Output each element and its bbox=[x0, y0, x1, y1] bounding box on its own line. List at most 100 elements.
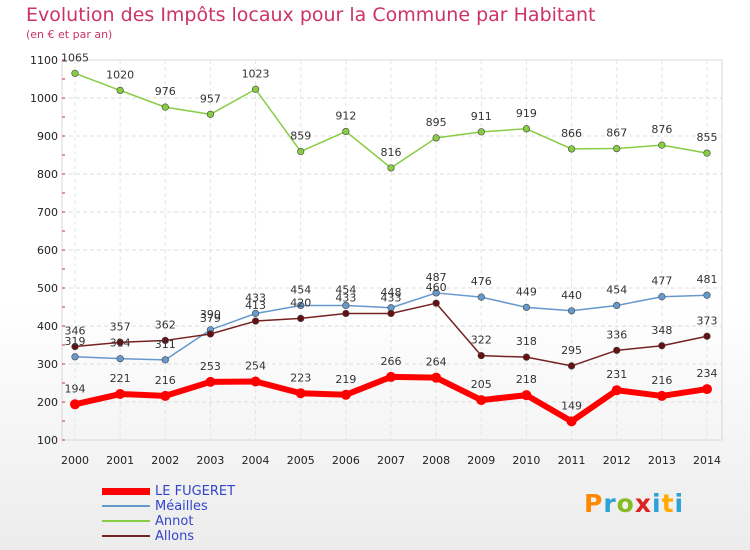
data-label: 149 bbox=[561, 399, 582, 412]
legend-swatch-meailles bbox=[102, 505, 150, 507]
data-label: 373 bbox=[697, 314, 718, 327]
x-tick-label: 2010 bbox=[512, 454, 540, 467]
data-label: 295 bbox=[561, 344, 582, 357]
y-tick-label: 600 bbox=[37, 244, 58, 257]
data-point bbox=[658, 293, 666, 301]
x-tick-label: 2005 bbox=[287, 454, 315, 467]
data-label: 976 bbox=[155, 85, 176, 98]
data-point bbox=[342, 127, 350, 136]
data-label: 433 bbox=[245, 291, 266, 304]
data-label: 264 bbox=[426, 356, 447, 369]
data-point bbox=[432, 299, 440, 307]
data-label: 253 bbox=[200, 360, 221, 373]
x-tick-label: 2012 bbox=[603, 454, 631, 467]
data-label: 454 bbox=[606, 283, 627, 296]
data-point bbox=[297, 147, 305, 156]
data-point bbox=[205, 376, 216, 387]
proxiti-logo: Proxiti bbox=[584, 489, 685, 518]
data-label: 895 bbox=[426, 116, 447, 129]
data-label: 855 bbox=[697, 131, 718, 144]
data-point bbox=[161, 103, 169, 111]
y-tick-label: 400 bbox=[37, 320, 58, 333]
data-label: 254 bbox=[245, 359, 266, 372]
legend-swatch-le-fugeret bbox=[102, 488, 150, 495]
data-label: 266 bbox=[381, 355, 402, 368]
data-label: 1065 bbox=[61, 51, 89, 64]
data-label: 912 bbox=[335, 109, 356, 122]
data-label: 448 bbox=[381, 286, 402, 299]
data-point bbox=[251, 85, 260, 93]
data-point bbox=[522, 353, 531, 361]
data-label: 346 bbox=[65, 325, 86, 338]
legend-label-le-fugeret: LE FUGERET bbox=[155, 484, 236, 499]
data-label: 318 bbox=[516, 335, 537, 348]
data-label: 314 bbox=[110, 337, 131, 350]
data-point bbox=[71, 69, 79, 77]
legend-swatch-allons bbox=[102, 535, 150, 537]
data-point bbox=[116, 355, 124, 363]
data-point bbox=[206, 110, 215, 118]
data-label: 348 bbox=[651, 324, 672, 337]
data-point bbox=[71, 342, 79, 351]
data-label: 911 bbox=[471, 110, 492, 123]
data-point bbox=[386, 371, 396, 382]
data-label: 460 bbox=[426, 281, 447, 294]
data-point bbox=[567, 362, 576, 370]
legend-label-annot: Annot bbox=[155, 514, 194, 529]
legend-label-meailles: Méailles bbox=[155, 499, 208, 514]
data-point bbox=[613, 301, 621, 310]
data-point bbox=[477, 352, 485, 360]
data-point bbox=[387, 164, 395, 172]
chart-subtitle: (en € et par an) bbox=[26, 28, 113, 41]
data-label: 390 bbox=[200, 308, 221, 321]
data-label: 362 bbox=[155, 318, 176, 331]
data-label: 876 bbox=[651, 123, 672, 136]
data-label: 234 bbox=[697, 367, 718, 380]
data-point bbox=[476, 395, 487, 406]
data-point bbox=[161, 336, 169, 345]
x-tick-label: 2002 bbox=[151, 454, 179, 467]
data-point bbox=[658, 342, 666, 350]
y-tick-label: 500 bbox=[37, 282, 58, 295]
data-label: 357 bbox=[110, 320, 131, 333]
data-point bbox=[521, 390, 532, 401]
data-label: 322 bbox=[471, 334, 492, 347]
legend-label-allons: Allons bbox=[155, 529, 195, 544]
data-label: 433 bbox=[335, 291, 356, 304]
data-point bbox=[116, 338, 124, 346]
y-tick-label: 1100 bbox=[30, 54, 58, 67]
data-label: 433 bbox=[381, 291, 402, 304]
data-point bbox=[567, 307, 576, 315]
x-tick-label: 2001 bbox=[106, 454, 134, 467]
data-label: 221 bbox=[110, 372, 131, 385]
data-point bbox=[477, 293, 485, 301]
data-label: 477 bbox=[651, 275, 672, 288]
x-tick-label: 2014 bbox=[693, 454, 721, 467]
data-point bbox=[160, 390, 171, 401]
data-label: 1023 bbox=[242, 67, 270, 80]
data-point bbox=[522, 125, 531, 133]
data-point bbox=[295, 388, 306, 399]
data-point bbox=[703, 149, 711, 157]
data-label: 1020 bbox=[106, 68, 134, 81]
data-point bbox=[387, 309, 395, 318]
data-point bbox=[116, 86, 124, 94]
data-label: 440 bbox=[561, 289, 582, 302]
data-label: 919 bbox=[516, 107, 537, 120]
x-tick-label: 2007 bbox=[377, 454, 405, 467]
data-point bbox=[477, 128, 485, 136]
data-point bbox=[297, 314, 305, 323]
data-label: 336 bbox=[606, 328, 627, 341]
data-label: 216 bbox=[155, 374, 176, 387]
data-point bbox=[702, 384, 712, 395]
data-point bbox=[251, 317, 260, 325]
data-label: 859 bbox=[290, 130, 311, 143]
data-point bbox=[115, 389, 126, 400]
x-tick-label: 2006 bbox=[332, 454, 360, 467]
data-label: 420 bbox=[290, 296, 311, 309]
data-point bbox=[613, 346, 621, 354]
x-tick-label: 2000 bbox=[61, 454, 89, 467]
data-label: 231 bbox=[606, 368, 627, 381]
data-label: 476 bbox=[471, 275, 492, 288]
